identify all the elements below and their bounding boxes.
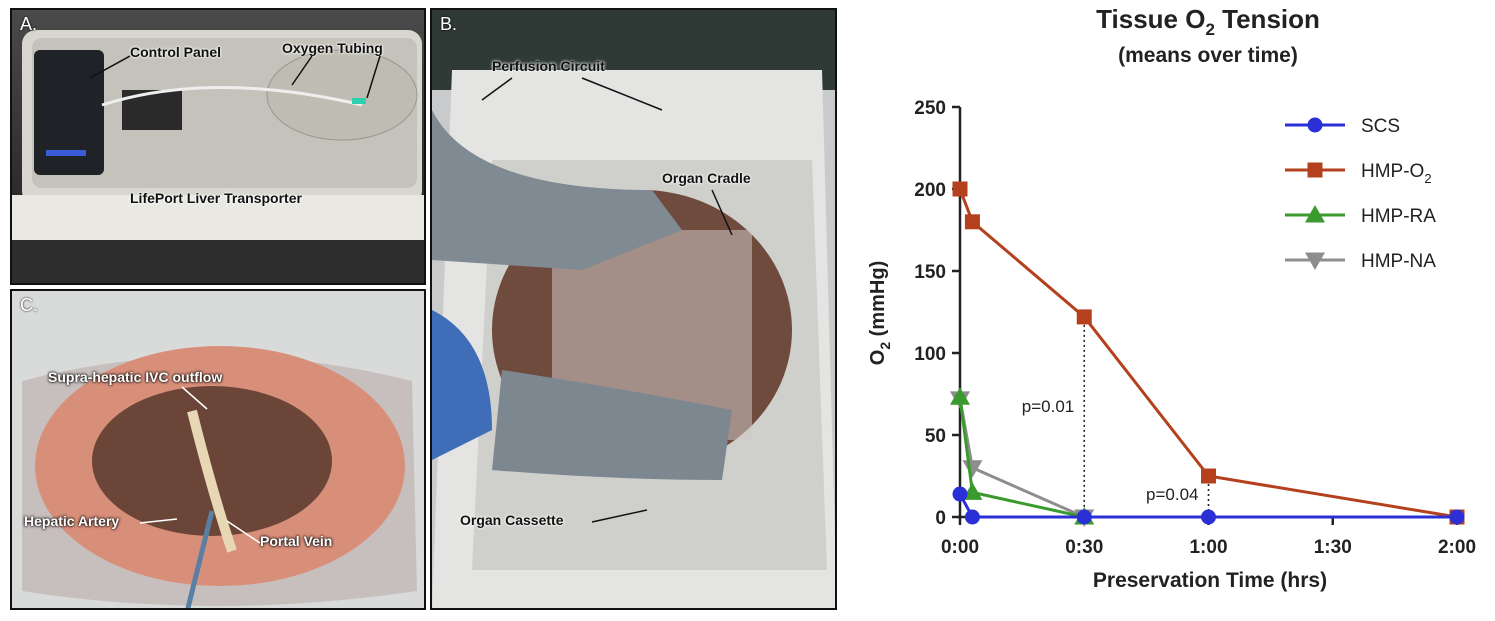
- y-axis-label: O2 (mmHg): [867, 261, 893, 365]
- panel-c-letter: C.: [20, 295, 38, 315]
- legend-item-hmp-na: HMP-NA: [1285, 251, 1436, 272]
- y-tick-label: 200: [914, 180, 946, 201]
- data-point-scs: [964, 509, 980, 525]
- panel-a-photo: A. Control Panel Oxygen Tubing LifePort …: [10, 8, 426, 285]
- legend-item-hmp-ra: HMP-RA: [1285, 205, 1436, 227]
- data-point-scs: [1449, 509, 1465, 525]
- data-point-scs: [1076, 509, 1092, 525]
- chart-series: [950, 181, 1465, 527]
- legend-marker: [1305, 252, 1325, 270]
- y-tick-label: 50: [925, 426, 946, 447]
- data-point-hmp-o: [952, 181, 968, 197]
- legend-label: HMP-RA: [1361, 206, 1436, 227]
- legend-label: HMP-O2: [1361, 161, 1432, 186]
- legend-marker: [1307, 162, 1323, 178]
- label-control-panel: Control Panel: [130, 44, 222, 60]
- panel-c-image: [12, 291, 424, 608]
- x-tick-label: 2:00: [1438, 537, 1476, 558]
- y-tick-label: 250: [914, 98, 946, 119]
- data-point-hmp-o: [1201, 468, 1216, 484]
- label-organ-cassette: Organ Cassette: [460, 512, 564, 528]
- chart-title: Tissue O2 Tension: [1096, 4, 1320, 39]
- panel-b-letter: B.: [440, 14, 458, 34]
- x-tick-label: 0:30: [1065, 537, 1103, 558]
- label-ivc-outflow: Supra-hepatic IVC outflow: [48, 369, 223, 385]
- data-point-hmp-ra: [962, 482, 983, 500]
- x-tick-label: 1:30: [1314, 537, 1352, 558]
- label-lifeport-transporter: LifePort Liver Transporter: [130, 190, 302, 206]
- data-point-hmp-o: [964, 214, 980, 230]
- legend-item-hmp-o: HMP-O2: [1285, 161, 1432, 186]
- series-scs: [952, 486, 1465, 525]
- data-point-scs: [952, 486, 968, 502]
- data-point-hmp-ra: [950, 387, 970, 405]
- chart-legend: SCS HMP-O2 HMP-RA HMP-NA: [1285, 116, 1436, 272]
- panel-c-photo: C. Supra-hepatic IVC outflow Hepatic Art…: [10, 289, 426, 610]
- data-point-hmp-o: [1076, 309, 1092, 325]
- label-hepatic-artery: Hepatic Artery: [24, 513, 120, 529]
- chart-annotations: p=0.01 p=0.04: [1022, 324, 1210, 515]
- chart-svg: Tissue O2 Tension (means over time) O2 (…: [867, 4, 1476, 592]
- y-tick-label: 150: [914, 262, 946, 283]
- x-axis-label: Preservation Time (hrs): [1093, 569, 1327, 592]
- data-point-hmp-na: [962, 460, 983, 478]
- series-line-hmp-o: [958, 188, 1458, 519]
- x-tick-label: 1:00: [1189, 537, 1227, 558]
- legend-label: SCS: [1361, 116, 1400, 137]
- x-tick-label: 0:00: [941, 537, 979, 558]
- legend-item-scs: SCS: [1285, 116, 1400, 137]
- label-portal-vein: Portal Vein: [260, 533, 333, 549]
- label-organ-cradle: Organ Cradle: [662, 170, 751, 186]
- panel-a-letter: A.: [20, 14, 38, 34]
- chart-subtitle: (means over time): [1118, 44, 1298, 67]
- label-perfusion-circuit: Perfusion Circuit: [492, 58, 605, 74]
- legend-marker: [1305, 205, 1325, 223]
- legend-label: HMP-NA: [1361, 251, 1436, 272]
- panel-b-image: [432, 10, 835, 608]
- data-point-scs: [1201, 509, 1216, 525]
- series-hmp-o: [952, 181, 1465, 525]
- legend-marker: [1307, 117, 1323, 133]
- oxygen-tension-chart: Tissue O2 Tension (means over time) O2 (…: [840, 0, 1495, 616]
- label-oxygen-tubing: Oxygen Tubing: [282, 40, 383, 56]
- y-tick-label: 0: [935, 508, 946, 529]
- panel-b-photo: B. Perfusion Circuit Organ Cradle Organ …: [430, 8, 837, 610]
- p-value-label: p=0.04: [1146, 485, 1198, 504]
- y-tick-label: 100: [914, 344, 946, 365]
- p-value-label: p=0.01: [1022, 397, 1074, 416]
